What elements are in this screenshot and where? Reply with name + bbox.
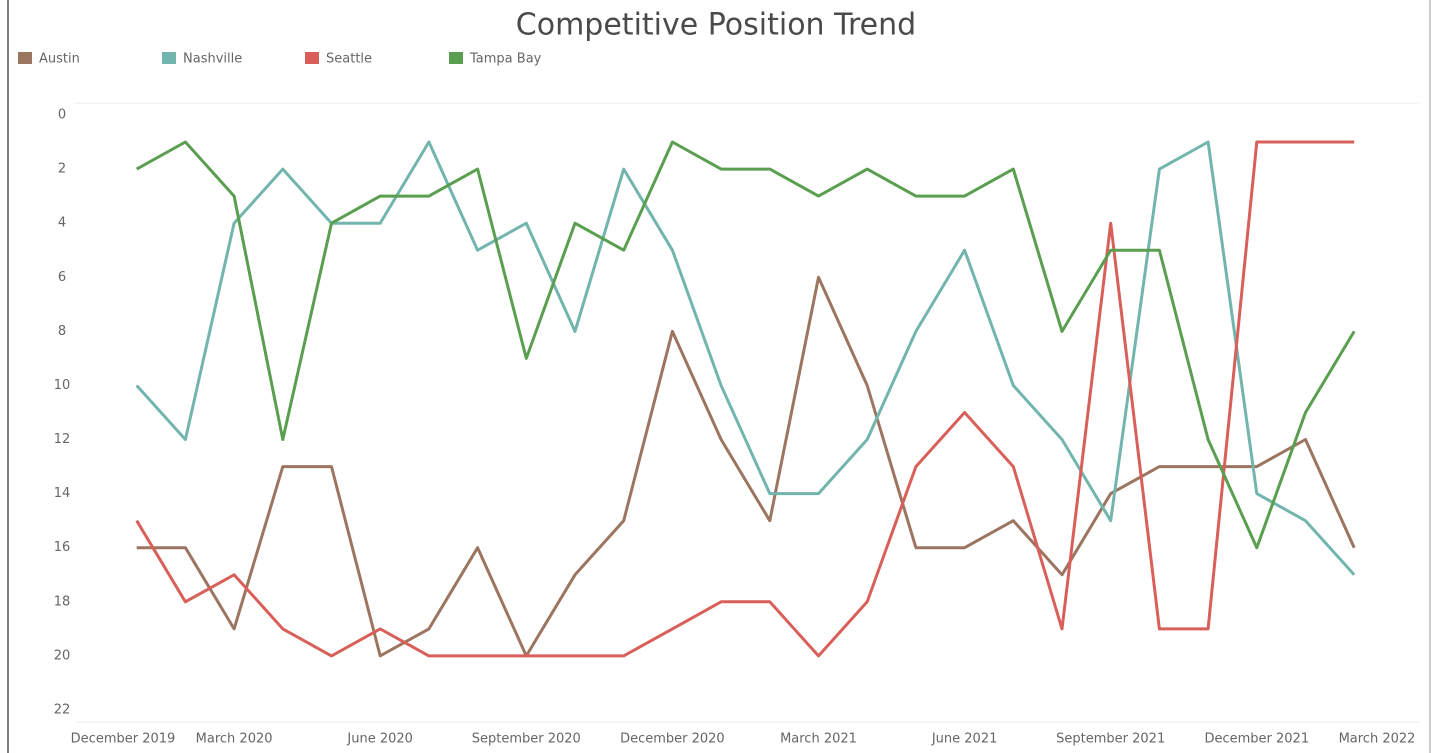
x-tick-label: June 2021	[931, 732, 998, 747]
y-tick-label: 0	[58, 108, 66, 123]
y-tick-label: 16	[54, 540, 71, 555]
y-tick-label: 20	[54, 648, 71, 663]
x-tick-label: December 2019	[71, 732, 176, 747]
legend-label: Nashville	[183, 52, 242, 67]
x-tick-label: September 2021	[1056, 732, 1165, 747]
y-tick-label: 14	[54, 486, 71, 501]
y-tick-label: 8	[58, 324, 66, 339]
series-line	[135, 140, 1355, 658]
series-line	[135, 140, 1356, 576]
y-tick-label: 6	[58, 270, 66, 285]
x-tick-label: March 2021	[780, 732, 857, 747]
x-tick-label: June 2020	[346, 732, 413, 747]
legend-label: Seattle	[326, 52, 372, 67]
legend-swatch	[18, 52, 32, 64]
y-tick-label: 12	[54, 432, 71, 447]
x-tick-label: December 2021	[1204, 732, 1309, 747]
x-tick-label: December 2020	[620, 732, 725, 747]
legend-swatch	[162, 52, 176, 64]
y-tick-label: 10	[54, 378, 71, 393]
series-line	[136, 275, 1356, 658]
series-line	[135, 140, 1356, 550]
legend-swatch	[305, 52, 319, 64]
chart-title: Competitive Position Trend	[516, 8, 916, 43]
y-tick-label: 18	[54, 594, 71, 609]
y-tick-label: 4	[58, 216, 66, 231]
x-tick-label: March 2022	[1339, 732, 1416, 747]
legend-label: Austin	[39, 52, 80, 67]
legend-swatch	[449, 52, 463, 64]
x-tick-label: September 2020	[472, 732, 581, 747]
y-tick-label: 22	[54, 703, 71, 718]
x-tick-label: March 2020	[196, 732, 273, 747]
legend-label: Tampa Bay	[469, 52, 542, 67]
y-tick-label: 2	[58, 162, 66, 177]
